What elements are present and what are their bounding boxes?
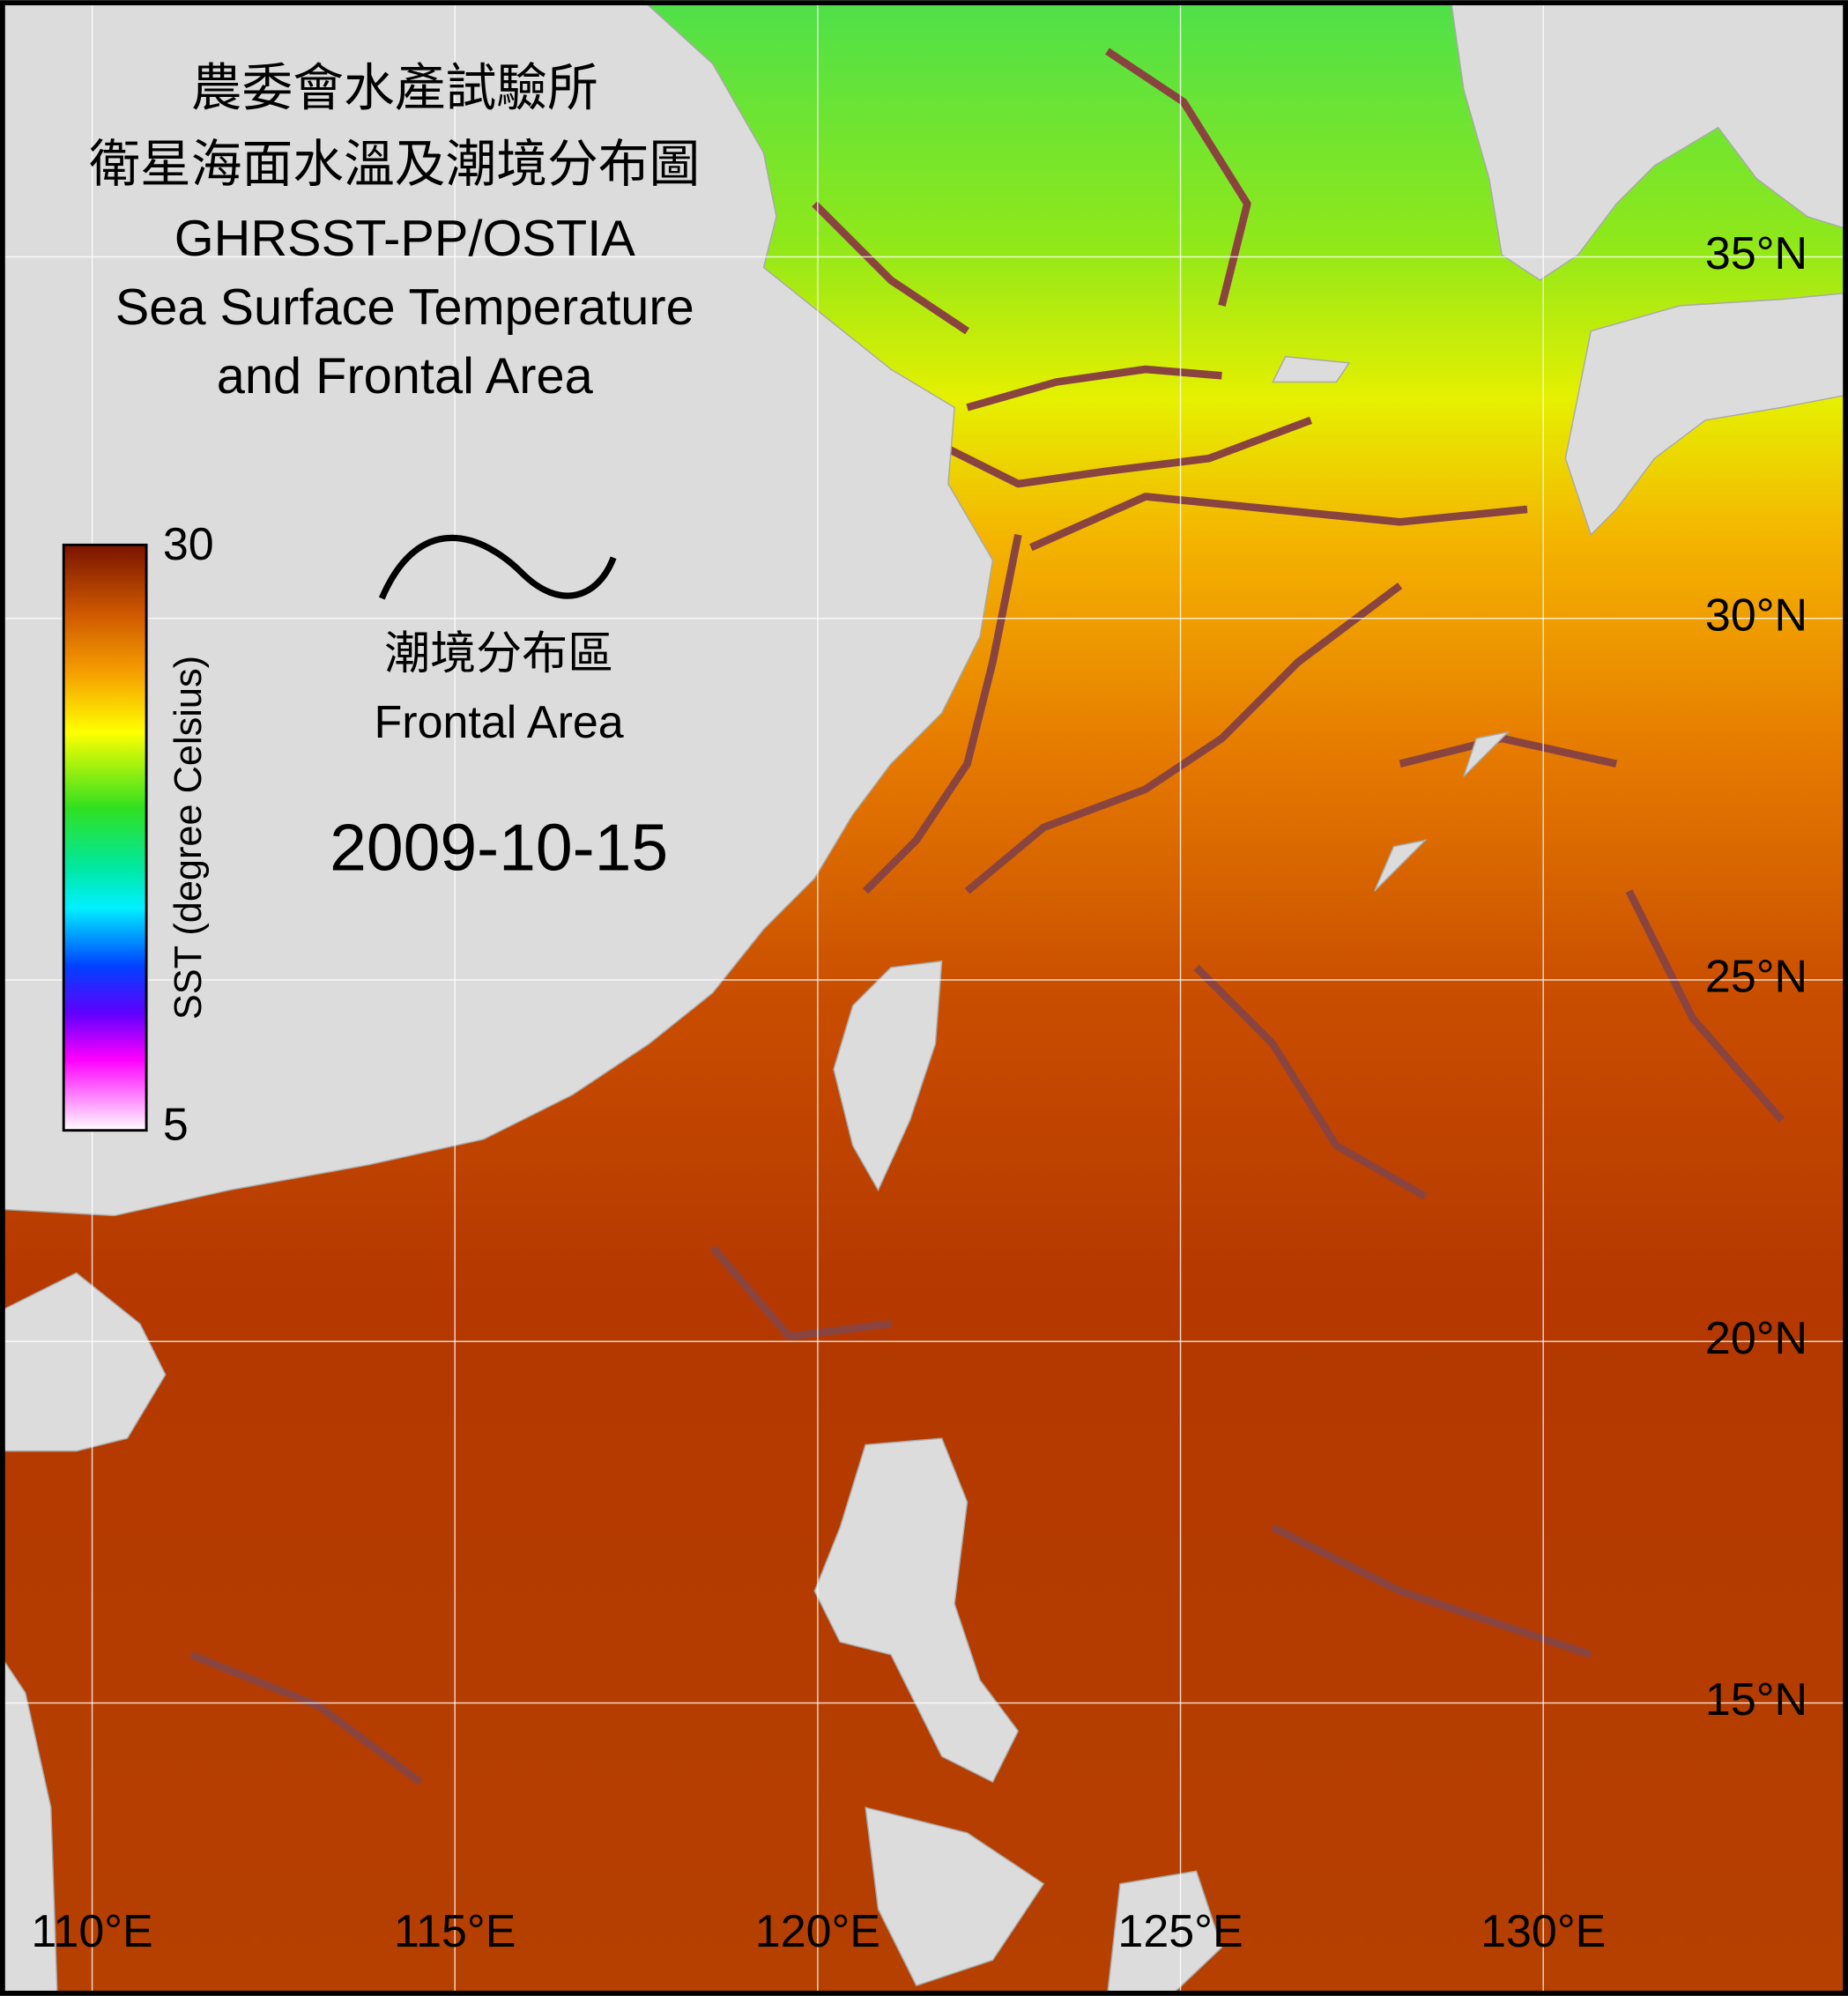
lon-label: 120°E: [755, 1906, 880, 1957]
date: 2009-10-15: [330, 811, 668, 885]
title-line: 農委會水產試驗所: [191, 60, 598, 116]
colorbar-label: SST (degree Celsius): [167, 656, 210, 1020]
title: 農委會水產試驗所 衛星海面水溫及潮境分布圖 GHRSST-PP/OSTIA Se…: [89, 60, 700, 404]
title-line: GHRSST-PP/OSTIA: [174, 211, 636, 267]
title-line: and Frontal Area: [217, 348, 594, 404]
lon-label: 125°E: [1117, 1906, 1243, 1957]
legend-label: 潮境分布區: [384, 628, 613, 679]
fronts: [189, 48, 1785, 1785]
colorbar-min: 5: [163, 1100, 189, 1151]
lat-label: 25°N: [1705, 952, 1807, 1003]
lat-label: 20°N: [1705, 1313, 1807, 1364]
lat-label: 30°N: [1705, 590, 1807, 641]
legend-label: Frontal Area: [375, 697, 624, 748]
lat-label: 35°N: [1705, 228, 1807, 279]
colorbar: [62, 543, 148, 1132]
lon-label: 115°E: [394, 1906, 516, 1957]
front-legend-symbol: [378, 534, 617, 600]
colorbar-max: 30: [163, 519, 214, 570]
lon-label: 110°E: [31, 1906, 152, 1957]
title-line: Sea Surface Temperature: [115, 279, 694, 336]
title-line: 衛星海面水溫及潮境分布圖: [89, 137, 700, 193]
lon-label: 130°E: [1481, 1906, 1606, 1957]
lat-label: 15°N: [1705, 1674, 1807, 1725]
